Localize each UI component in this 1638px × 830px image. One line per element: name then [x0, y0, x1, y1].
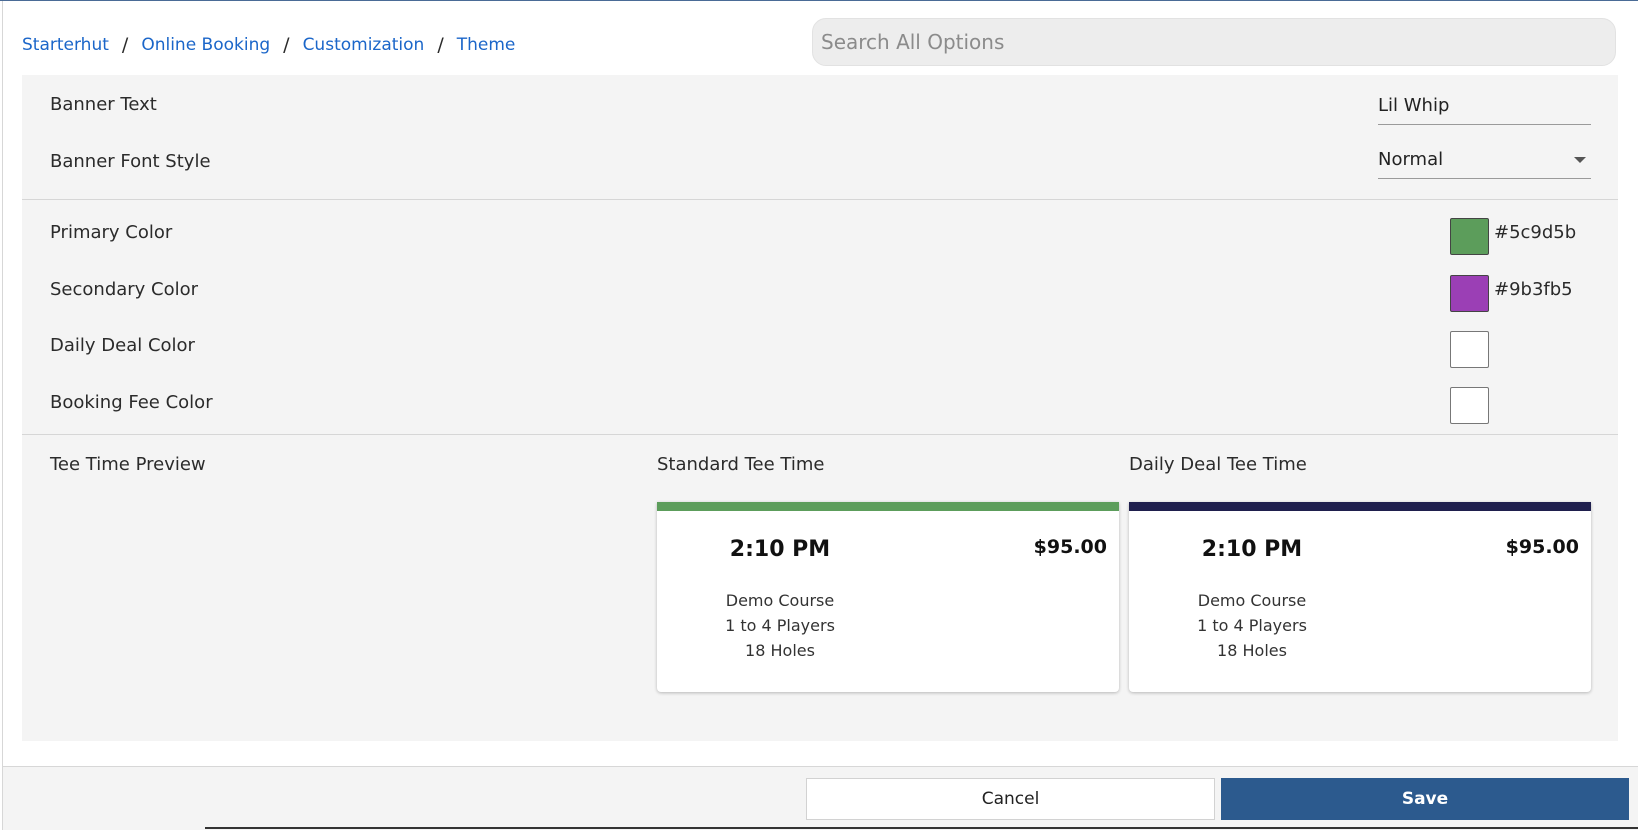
tee-time-preview-label: Tee Time Preview [50, 454, 206, 475]
bottom-border [205, 827, 1638, 829]
chevron-down-icon [1574, 156, 1586, 163]
daily-deal-color-swatch[interactable] [1450, 331, 1489, 368]
primary-color-value: #5c9d5b [1494, 222, 1577, 243]
tee-time: 2:10 PM [729, 537, 831, 562]
primary-color-label: Primary Color [50, 222, 173, 243]
search-input[interactable] [821, 30, 1607, 54]
banner-text-label: Banner Text [50, 94, 157, 115]
standard-tee-time-title: Standard Tee Time [657, 454, 825, 475]
breadcrumb-separator: / [437, 34, 444, 56]
secondary-color-value: #9b3fb5 [1494, 279, 1573, 300]
left-border [2, 1, 3, 830]
section-divider [22, 434, 1618, 435]
cancel-button[interactable]: Cancel [806, 778, 1215, 820]
breadcrumb-link-customization[interactable]: Customization [302, 35, 425, 55]
breadcrumb-separator: / [121, 34, 129, 56]
primary-color-swatch[interactable] [1450, 218, 1489, 255]
breadcrumb-link-starterhut[interactable]: Starterhut [22, 35, 109, 55]
save-button[interactable]: Save [1221, 778, 1629, 820]
holes-count: 18 Holes [745, 641, 815, 660]
holes-count: 18 Holes [1217, 641, 1287, 660]
tee-time-price: $95.00 [1033, 536, 1107, 558]
course-name: Demo Course [1197, 591, 1307, 610]
card-accent-bar [1129, 502, 1591, 511]
secondary-color-swatch[interactable] [1450, 275, 1489, 312]
banner-font-style-label: Banner Font Style [50, 151, 211, 172]
players-range: 1 to 4 Players [725, 616, 835, 635]
daily-deal-tee-time-title: Daily Deal Tee Time [1129, 454, 1307, 475]
search-box [812, 18, 1616, 66]
tee-time: 2:10 PM [1201, 537, 1303, 562]
daily-deal-tee-time-card: 2:10 PM $95.00 Demo Course 1 to 4 Player… [1129, 502, 1591, 692]
standard-tee-time-card: 2:10 PM $95.00 Demo Course 1 to 4 Player… [657, 502, 1119, 692]
banner-font-style-value: Normal [1378, 149, 1444, 170]
banner-text-input[interactable]: Lil Whip [1378, 87, 1591, 125]
tee-time-price: $95.00 [1505, 536, 1579, 558]
course-name: Demo Course [725, 591, 835, 610]
players-range: 1 to 4 Players [1197, 616, 1307, 635]
booking-fee-color-swatch[interactable] [1450, 387, 1489, 424]
breadcrumb: Starterhut / Online Booking / Customizat… [22, 32, 515, 58]
top-border [0, 0, 1638, 1]
daily-deal-color-label: Daily Deal Color [50, 335, 195, 356]
breadcrumb-separator: / [283, 34, 290, 56]
section-divider [22, 199, 1618, 200]
secondary-color-label: Secondary Color [50, 279, 199, 300]
breadcrumb-link-theme[interactable]: Theme [456, 35, 516, 55]
breadcrumb-link-online-booking[interactable]: Online Booking [141, 35, 271, 55]
theme-settings-panel: Banner Text Lil Whip Banner Font Style N… [22, 75, 1618, 741]
banner-font-style-select[interactable]: Normal [1378, 141, 1591, 179]
booking-fee-color-label: Booking Fee Color [50, 392, 213, 413]
card-accent-bar [657, 502, 1119, 511]
